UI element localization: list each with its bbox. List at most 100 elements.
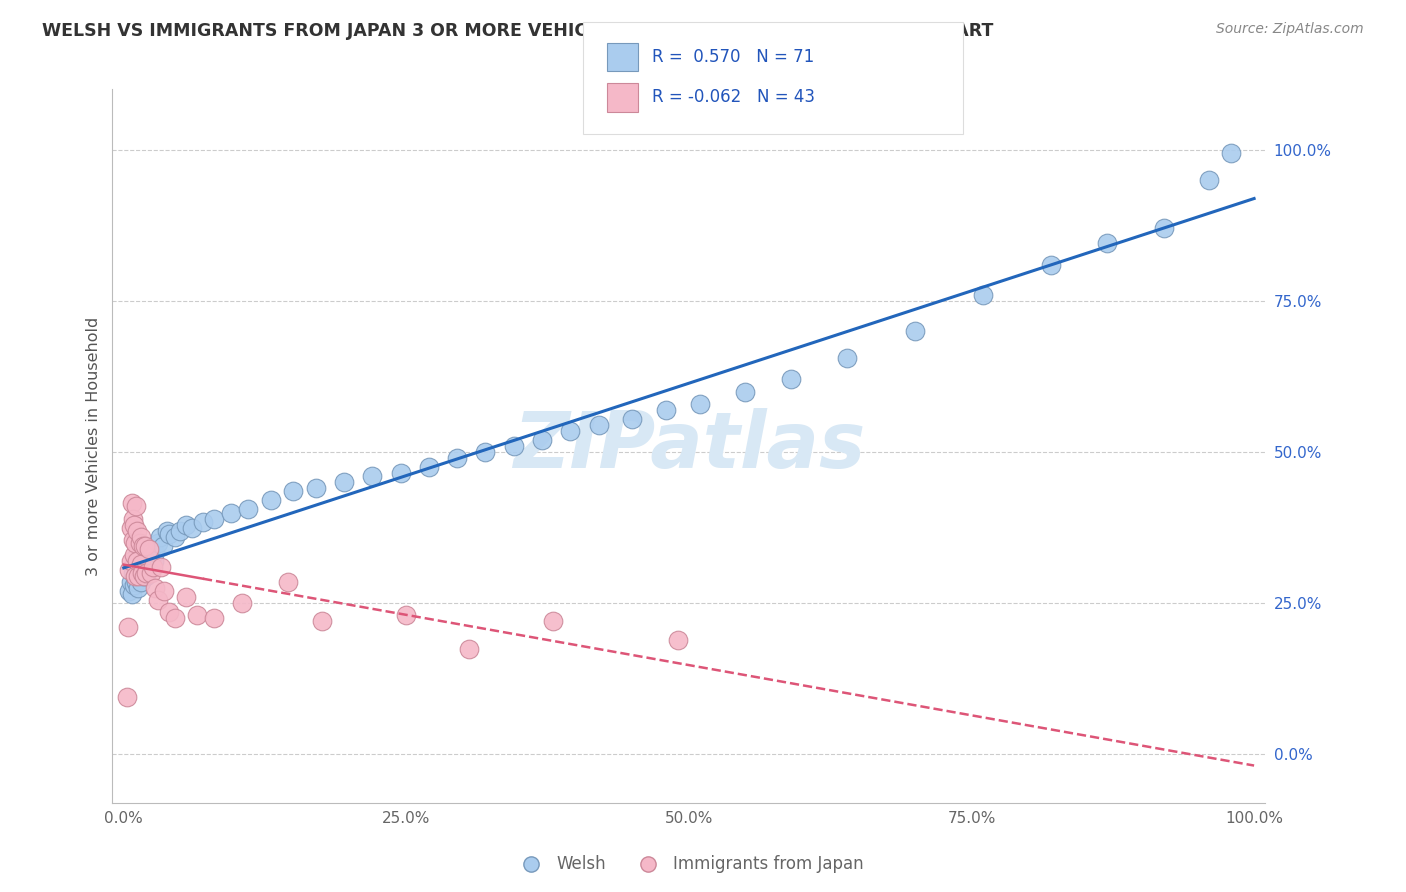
Point: [120, 575, 142, 590]
Point: [689, 397, 711, 411]
Point: [121, 587, 143, 601]
Point: [543, 615, 565, 629]
Point: [115, 690, 138, 704]
Point: [180, 521, 202, 535]
Point: [260, 493, 283, 508]
Point: [502, 439, 524, 453]
Point: [134, 560, 156, 574]
Point: [142, 560, 165, 574]
Point: [134, 539, 156, 553]
Point: [132, 569, 155, 583]
Point: [127, 524, 149, 538]
Point: [120, 554, 142, 568]
Point: [169, 524, 191, 538]
Point: [118, 563, 141, 577]
Point: [655, 402, 678, 417]
Point: [124, 569, 146, 583]
Point: [191, 515, 214, 529]
Point: [127, 560, 149, 574]
Point: [139, 566, 162, 580]
Point: [779, 372, 801, 386]
Point: [236, 502, 259, 516]
Point: [122, 548, 145, 562]
Point: [146, 535, 169, 549]
Point: [127, 581, 149, 595]
Point: [418, 460, 440, 475]
Point: [1153, 221, 1175, 235]
Point: [117, 620, 139, 634]
Point: [333, 475, 356, 490]
Point: [125, 575, 148, 590]
Point: [127, 569, 149, 583]
Point: [163, 530, 186, 544]
Point: [666, 632, 689, 647]
Point: [121, 533, 143, 547]
Point: [132, 539, 155, 553]
Point: [202, 611, 225, 625]
Point: [1220, 145, 1243, 160]
Point: [142, 539, 165, 553]
Point: [120, 521, 142, 535]
Point: [837, 351, 859, 366]
Point: [530, 433, 553, 447]
Point: [202, 511, 225, 525]
Point: [231, 596, 253, 610]
Point: [129, 545, 152, 559]
Point: [125, 500, 148, 514]
Point: [361, 469, 384, 483]
Point: [127, 548, 149, 562]
Point: [311, 615, 333, 629]
Point: [128, 569, 150, 583]
Point: [121, 511, 143, 525]
Point: [122, 578, 145, 592]
Point: [153, 584, 176, 599]
Point: [146, 593, 169, 607]
Legend: Welsh, Immigrants from Japan: Welsh, Immigrants from Japan: [508, 849, 870, 880]
Point: [1039, 258, 1062, 272]
Text: Source: ZipAtlas.com: Source: ZipAtlas.com: [1216, 22, 1364, 37]
Point: [136, 560, 159, 574]
Point: [124, 535, 146, 549]
Point: [186, 608, 208, 623]
Point: [588, 417, 610, 432]
Point: [129, 557, 152, 571]
Point: [129, 560, 152, 574]
Point: [621, 411, 644, 425]
Point: [138, 550, 160, 565]
Point: [446, 451, 468, 466]
Point: [128, 535, 150, 549]
Point: [138, 541, 160, 556]
Point: [143, 554, 166, 568]
Point: [457, 641, 479, 656]
Point: [121, 496, 143, 510]
Point: [135, 566, 157, 580]
Point: [1095, 236, 1118, 251]
Point: [219, 506, 242, 520]
Point: [157, 526, 180, 541]
Point: [124, 569, 146, 583]
Point: [131, 566, 153, 580]
Point: [277, 575, 299, 590]
Point: [145, 545, 167, 559]
Point: [395, 608, 418, 623]
Point: [174, 517, 197, 532]
Point: [972, 288, 994, 302]
Point: [734, 384, 756, 399]
Point: [149, 530, 172, 544]
Point: [389, 467, 412, 481]
Point: [163, 611, 186, 625]
Point: [134, 541, 156, 556]
Point: [127, 566, 149, 580]
Text: ZIPatlas: ZIPatlas: [513, 408, 865, 484]
Point: [152, 539, 174, 553]
Point: [560, 424, 582, 438]
Point: [150, 560, 173, 574]
Point: [141, 548, 163, 562]
Point: [174, 590, 197, 604]
Point: [127, 554, 149, 568]
Point: [145, 581, 167, 595]
Point: [156, 524, 179, 538]
Point: [904, 324, 927, 338]
Point: [121, 566, 143, 580]
Text: R = -0.062   N = 43: R = -0.062 N = 43: [652, 88, 815, 106]
